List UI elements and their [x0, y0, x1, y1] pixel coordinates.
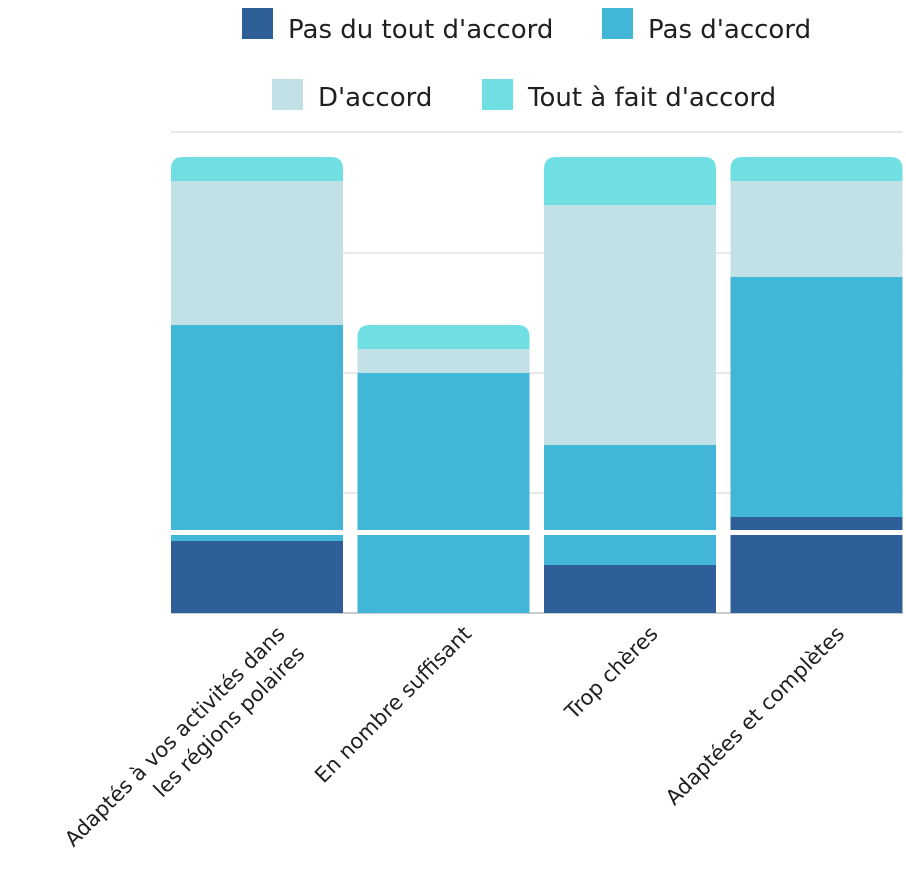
- category-label-line: Adaptés à vos activités dans: [60, 622, 290, 852]
- bar-segment: [171, 325, 343, 541]
- bar-segment: [544, 205, 716, 445]
- bar-group: [171, 157, 343, 613]
- bar-group: [730, 157, 903, 613]
- bar-segment: [730, 277, 903, 517]
- bar-segment: [171, 157, 343, 181]
- bar-segment: [357, 349, 530, 373]
- bar-segment: [357, 325, 530, 349]
- legend-swatch: [482, 79, 513, 110]
- bar-segment: [171, 541, 343, 613]
- bar-segment: [544, 157, 716, 205]
- legend-label: Pas du tout d'accord: [288, 15, 553, 45]
- bar-group: [357, 325, 530, 613]
- legend-label: Tout à fait d'accord: [527, 83, 776, 113]
- category-label: Adaptées et complètes: [661, 622, 849, 810]
- category-label-line: Trop chères: [560, 622, 663, 725]
- bar-segment: [730, 157, 903, 181]
- bar-segment: [544, 565, 716, 613]
- legend-swatch: [272, 79, 303, 110]
- bar-group: [544, 157, 716, 613]
- white-band: [0, 530, 906, 535]
- bar-segment: [730, 181, 903, 277]
- legend: Pas du tout d'accord Pas d'accord D'accord…: [242, 8, 811, 113]
- bar-segment: [357, 373, 530, 613]
- legend-swatch: [602, 8, 633, 39]
- category-label-line: En nombre suffisant: [310, 622, 476, 788]
- legend-label: Pas d'accord: [648, 15, 811, 45]
- bar-segment: [171, 181, 343, 325]
- category-label-line: Adaptées et complètes: [661, 622, 849, 810]
- legend-label: D'accord: [318, 83, 432, 113]
- legend-swatch: [242, 8, 273, 39]
- bar-overlays: [0, 530, 906, 535]
- bar-segment: [544, 445, 716, 565]
- bars: [171, 157, 903, 613]
- category-label: Trop chères: [560, 622, 663, 725]
- category-label: En nombre suffisant: [310, 622, 476, 788]
